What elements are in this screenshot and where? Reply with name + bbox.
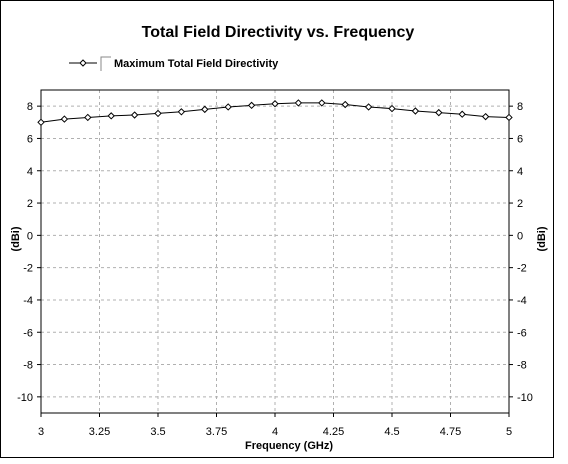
data-point: [341, 100, 349, 109]
x-tick-label: 4.5: [384, 426, 399, 438]
y-tick-label-left: 6: [27, 133, 33, 145]
data-point: [458, 110, 466, 118]
x-tick-label: 4.75: [440, 426, 461, 438]
y-tick-label-left: -6: [23, 327, 33, 339]
x-tick-label: 3.5: [150, 426, 165, 438]
y-tick-label-right: 4: [517, 166, 523, 178]
data-point: [130, 111, 139, 119]
data-point: [37, 118, 45, 127]
y-axis-label-left: (dBi): [10, 226, 22, 251]
y-axis-label-right: (dBi): [536, 226, 548, 251]
data-point: [224, 103, 232, 111]
directivity-chart: Total Field Directivity vs. Frequency Ma…: [10, 24, 548, 452]
chart-title: Total Field Directivity vs. Frequency: [142, 24, 415, 41]
data-point: [505, 113, 513, 122]
x-tick-label: 3.75: [206, 426, 227, 438]
x-tick-label: 4.25: [323, 426, 344, 438]
y-tick-label-left: -8: [23, 360, 33, 372]
y-tick-label-left: 8: [27, 101, 33, 113]
y-tick-label-right: -10: [517, 392, 533, 404]
y-tick-label-left: -4: [23, 295, 33, 307]
y-tick-label-right: 2: [517, 198, 523, 210]
grid: [40, 90, 510, 413]
data-point: [247, 101, 256, 110]
x-tick-label: 3: [38, 426, 44, 438]
y-tick-label-right: 6: [517, 133, 523, 145]
data-point: [294, 99, 303, 107]
x-tick-label: 3.25: [89, 426, 110, 438]
y-tick-label-right: -2: [517, 263, 527, 275]
y-tick-label-right: 0: [517, 230, 523, 242]
legend-marker-icon: [79, 59, 87, 67]
data-point: [388, 104, 396, 113]
data-point: [364, 103, 373, 111]
series-maximum-total-field-directivity: [37, 99, 513, 127]
legend: Maximum Total Field Directivity: [69, 56, 279, 71]
x-tick-label: 4: [272, 426, 278, 438]
y-axis-right: 8 6 4 2 0 -2 -4 -6 -8 -10: [509, 101, 533, 404]
y-tick-label-left: 0: [27, 230, 33, 242]
legend-label: Maximum Total Field Directivity: [114, 58, 279, 70]
data-point: [60, 115, 69, 123]
x-axis-label: Frequency (GHz): [245, 440, 333, 452]
y-tick-label-right: -8: [517, 360, 527, 372]
x-tick-label: 5: [506, 426, 512, 438]
data-point: [84, 113, 92, 122]
y-tick-label-left: 4: [27, 166, 33, 178]
data-point: [411, 107, 420, 115]
y-tick-label-right: -4: [517, 295, 527, 307]
y-tick-label-left: 2: [27, 198, 33, 210]
data-point: [201, 105, 209, 114]
data-point: [154, 109, 162, 118]
data-point: [177, 108, 186, 116]
chart-frame: Total Field Directivity vs. Frequency Ma…: [0, 0, 554, 458]
y-tick-label-left: -10: [17, 392, 33, 404]
y-tick-label-right: -6: [517, 327, 527, 339]
data-point: [271, 100, 279, 108]
y-tick-label-right: 8: [517, 101, 523, 113]
y-tick-label-left: -2: [23, 263, 33, 275]
legend-checkbox-icon: [100, 56, 111, 71]
x-axis: 3 3.25 3.5 3.75 4 4.25 4.5 4.75 5: [38, 413, 512, 438]
data-point: [318, 99, 326, 107]
y-axis-left: 8 6 4 2 0 -2 -4 -6 -8 -10: [17, 101, 41, 404]
data-point: [107, 112, 115, 120]
data-point: [481, 112, 490, 121]
data-point: [435, 108, 443, 117]
